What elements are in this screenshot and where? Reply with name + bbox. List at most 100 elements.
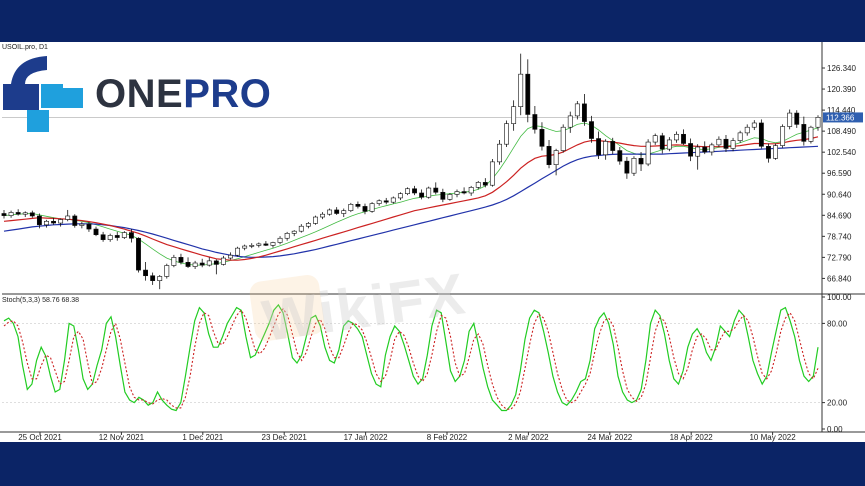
candle-down [114, 235, 120, 238]
candle-down [29, 212, 35, 217]
candle-up [305, 223, 311, 227]
candle-down [433, 187, 439, 193]
ma-red-line [3, 136, 819, 261]
candle-up [716, 138, 722, 146]
candle-down [801, 124, 807, 142]
candle-up [730, 140, 736, 149]
stoch-tick-label: 100.00 [827, 293, 852, 302]
candle-up [674, 133, 679, 141]
candle-down [546, 146, 552, 165]
candle-up [511, 106, 517, 124]
candle-up [291, 230, 297, 234]
candle-down [440, 191, 446, 200]
time-tick-label: 8 Feb 2022 [427, 433, 468, 442]
candle-up [631, 158, 637, 174]
candle-up [58, 219, 64, 224]
candle-up [270, 242, 276, 246]
candle-down [702, 146, 708, 153]
candle-up [709, 144, 715, 153]
candle-up [65, 215, 71, 220]
candle-down [86, 223, 92, 230]
candle-up [553, 150, 559, 165]
candle-up [780, 126, 786, 146]
candle-down [688, 143, 694, 157]
candle-down [758, 122, 764, 147]
price-tick-label: 72.790 [827, 253, 852, 262]
candle-down [199, 262, 205, 266]
price-tick-label: 120.390 [827, 85, 856, 94]
candle-down [15, 212, 21, 215]
candle-up [603, 141, 609, 156]
candle-up [397, 193, 403, 199]
stoch-tick-label: 0.00 [827, 425, 843, 434]
candle-up [815, 117, 821, 128]
candle-up [256, 243, 262, 246]
brand-logo: ONEPRO [3, 54, 271, 134]
candle-down [539, 129, 545, 147]
candle-up [121, 232, 127, 238]
candle-down [213, 260, 219, 265]
candle-up [249, 245, 255, 247]
candle-down [581, 103, 587, 122]
candle-up [369, 203, 375, 212]
stoch-k-line [3, 303, 819, 412]
candle-down [624, 160, 630, 174]
ma-green-line [3, 122, 819, 266]
candle-down [143, 269, 148, 277]
candle-down [355, 204, 361, 207]
candle-up [737, 132, 743, 141]
price-tick-label: 114.440 [827, 106, 856, 115]
price-tick-label: 96.590 [827, 169, 852, 178]
candle-up [787, 112, 793, 127]
candle-down [128, 232, 134, 239]
candle-up [228, 254, 233, 259]
time-tick-label: 18 Apr 2022 [670, 433, 714, 442]
current-price-tag [823, 112, 863, 123]
candle-down [482, 182, 488, 186]
candle-up [390, 197, 396, 203]
candle-up [744, 126, 750, 134]
price-tick-label: 90.640 [827, 190, 852, 199]
chart-svg: 126.340 120.390 114.440 108.490 102.540 96.59… [0, 42, 865, 442]
candle-up [475, 182, 481, 188]
candle-down [596, 138, 601, 156]
price-tick-label: 102.540 [827, 148, 856, 157]
candle-down [723, 138, 729, 149]
candle-down [766, 146, 771, 159]
brand-word-right: PRO [183, 72, 272, 116]
candle-up [206, 260, 212, 266]
candle-up [454, 191, 460, 195]
price-tick-label: 78.740 [827, 232, 852, 241]
candle-down [93, 228, 99, 236]
candle-up [320, 213, 325, 218]
candle-down [263, 243, 269, 246]
candle-down [178, 257, 184, 263]
brand-wordmark: ONEPRO [95, 74, 271, 114]
candle-down [419, 192, 425, 198]
candle-up [221, 257, 226, 265]
price-tick-label: 108.490 [827, 127, 856, 136]
time-tick-label: 23 Dec 2021 [262, 433, 308, 442]
candle-up [666, 139, 672, 150]
candle-up [426, 187, 432, 198]
candle-up [645, 141, 651, 165]
candle-up [107, 235, 113, 240]
candle-down [532, 114, 538, 130]
candle-up [751, 122, 757, 128]
time-tick-label: 24 Mar 2022 [587, 433, 632, 442]
candle-down [185, 261, 191, 267]
candle-up [242, 245, 248, 249]
time-tick-label: 17 Jan 2022 [344, 433, 389, 442]
candle-down [412, 188, 417, 194]
stoch-chart-title: Stoch(5,3,3) 58.76 68.38 [2, 297, 80, 304]
price-tick-label: 66.840 [827, 274, 852, 283]
candle-up [298, 225, 304, 232]
candle-up [468, 187, 474, 194]
candle-up [497, 143, 502, 163]
main-chart-title: USOIL.pro, D1 [2, 44, 48, 51]
price-tick-label: 126.340 [827, 64, 856, 73]
candle-up [376, 200, 382, 204]
stoch-tick-label: 80.00 [827, 319, 848, 328]
candle-up [652, 135, 658, 143]
candle-down [383, 200, 389, 203]
